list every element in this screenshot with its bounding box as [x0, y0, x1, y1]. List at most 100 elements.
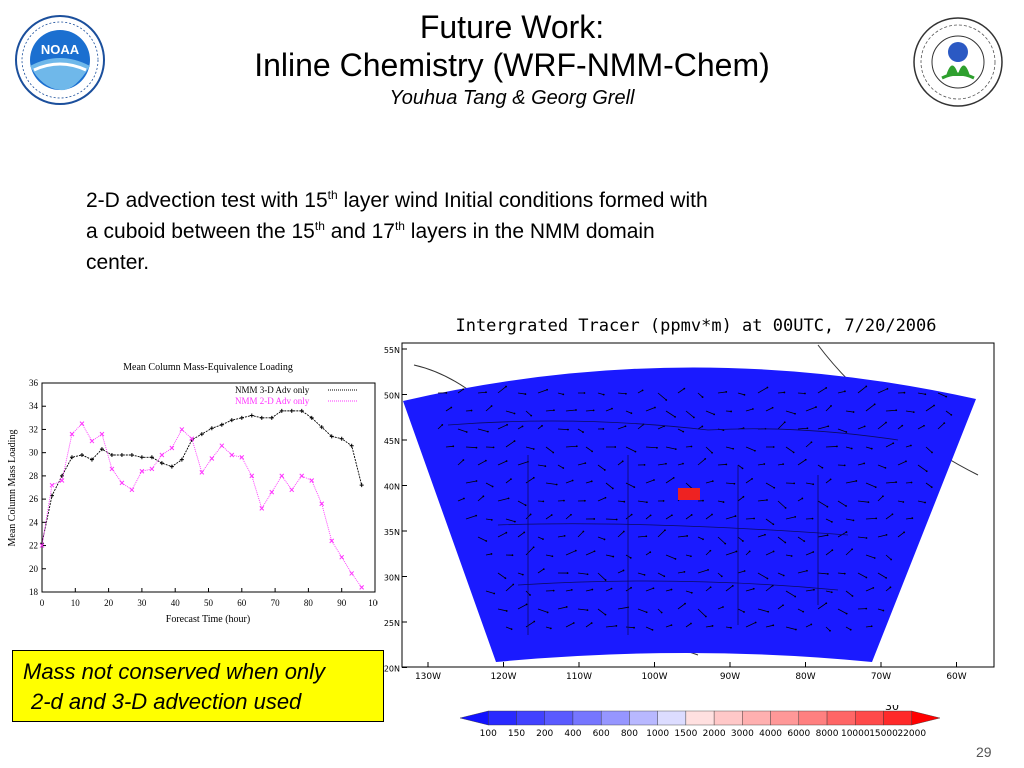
wind-vector — [497, 608, 507, 612]
wind-vector-head — [651, 629, 654, 631]
wind-vector — [705, 480, 713, 484]
wind-vector-head — [825, 387, 828, 389]
wind-vector — [537, 389, 548, 394]
longitude-label: 80W — [795, 672, 815, 682]
wind-vector — [665, 410, 676, 418]
wind-vector — [637, 535, 647, 538]
wind-vector — [545, 446, 554, 453]
wind-vector-head — [505, 385, 507, 388]
wind-vector — [925, 482, 932, 488]
wind-vector — [477, 428, 488, 432]
wind-vector — [877, 464, 886, 469]
chart-data-point — [329, 434, 334, 439]
wind-vector — [917, 500, 926, 503]
wind-vector-head — [875, 517, 878, 520]
wind-vector-head — [562, 393, 565, 396]
colorbar-box — [459, 710, 489, 726]
wind-vector — [457, 459, 464, 466]
wind-vector — [877, 534, 887, 538]
wind-vector-head — [633, 626, 635, 629]
wind-vector-head — [532, 476, 535, 479]
wind-vector-head — [583, 499, 586, 502]
callout-line1: Mass not conserved when only — [23, 659, 326, 684]
wind-vector-head — [925, 470, 928, 473]
chart-x-tick-label: 100 — [368, 598, 382, 608]
wind-vector-head — [707, 568, 709, 571]
wind-vector — [557, 464, 564, 469]
wind-vector — [625, 514, 632, 520]
wind-vector-head — [813, 588, 815, 591]
wind-vector-head — [645, 501, 648, 504]
chart-y-tick-label: 20 — [29, 564, 39, 574]
wind-vector — [737, 496, 744, 502]
wind-vector-head — [513, 520, 516, 523]
wind-vector-head — [891, 513, 894, 516]
wind-vector — [917, 392, 926, 395]
chart-x-tick-label: 80 — [304, 598, 314, 608]
wind-vector-head — [653, 479, 655, 481]
wind-vector — [565, 480, 573, 484]
wind-vector — [737, 536, 744, 542]
chart-data-point — [149, 455, 154, 460]
wind-vector — [777, 500, 786, 509]
wind-vector-head — [806, 569, 808, 572]
colorbar-label: 1500 — [674, 729, 697, 739]
wind-vector — [577, 531, 584, 538]
wind-vector-head — [510, 478, 512, 481]
wind-vector — [745, 622, 756, 628]
wind-vector-head — [504, 577, 507, 580]
wind-vector — [677, 571, 685, 574]
wind-vector-head — [865, 607, 868, 610]
wind-vector-head — [829, 629, 831, 632]
wind-vector-head — [711, 480, 714, 483]
wind-vector — [905, 410, 914, 413]
chart-data-point — [339, 436, 344, 441]
colorbar-box — [826, 710, 856, 726]
wind-vector — [725, 446, 734, 450]
chart-data-point — [229, 452, 235, 458]
wind-vector-head — [910, 444, 912, 447]
wind-vector — [525, 546, 534, 556]
wind-vector — [465, 480, 477, 484]
longitude-label: 90W — [720, 672, 740, 682]
wind-vector — [677, 535, 688, 538]
wind-vector-head — [752, 587, 755, 590]
wind-vector-head — [622, 530, 625, 533]
wind-vector-head — [892, 442, 895, 445]
wind-vector-head — [525, 603, 528, 606]
wind-vector-head — [794, 412, 796, 415]
wind-vector-head — [773, 486, 776, 489]
wind-vector — [845, 410, 854, 413]
wind-vector-head — [630, 412, 633, 415]
wind-vector — [617, 392, 626, 395]
wind-vector — [725, 515, 736, 520]
wind-vector — [565, 409, 577, 412]
wind-vector — [885, 409, 897, 412]
wind-vector-head — [905, 460, 907, 463]
wind-vector-head — [825, 602, 828, 605]
wind-vector — [885, 442, 894, 448]
wind-vector-head — [563, 535, 566, 537]
wind-vector-head — [571, 479, 574, 482]
wind-vector-head — [722, 501, 725, 503]
chart-x-tick-label: 10 — [71, 598, 81, 608]
wind-vector-head — [731, 584, 734, 587]
wind-vector-head — [670, 514, 673, 517]
wind-vector-head — [505, 610, 508, 612]
wind-vector-head — [772, 446, 775, 448]
wind-vector-head — [895, 409, 898, 412]
chart-y-tick-label: 28 — [29, 471, 39, 481]
wind-vector-head — [843, 464, 846, 467]
longitude-label: 100W — [641, 672, 667, 682]
wind-vector — [885, 587, 891, 592]
page-number: 29 — [976, 744, 992, 760]
wind-vector-head — [567, 428, 569, 431]
wind-vector-head — [664, 529, 666, 532]
wind-vector — [797, 570, 808, 574]
wind-vector-head — [690, 591, 693, 594]
wind-vector — [937, 422, 945, 430]
wind-vector-head — [463, 497, 465, 500]
wind-vector-head — [827, 425, 830, 428]
wind-vector — [785, 516, 796, 520]
wind-vector — [445, 407, 452, 412]
